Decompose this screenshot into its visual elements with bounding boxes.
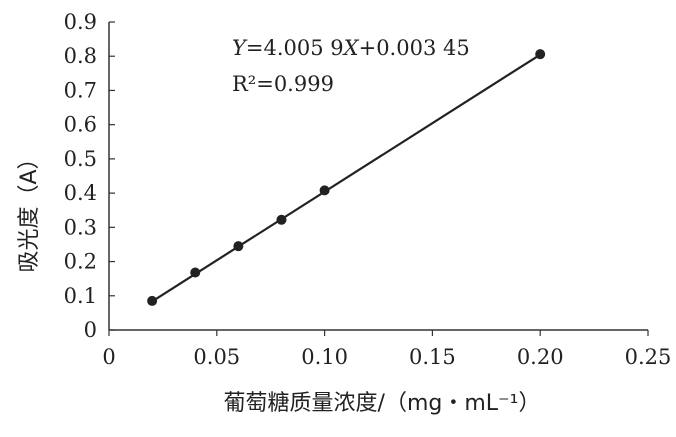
r-squared-label: R²=0.999 xyxy=(232,72,334,96)
x-tick-label: 0 xyxy=(102,345,115,369)
trendline xyxy=(151,53,541,303)
y-tick-label: 0.9 xyxy=(64,10,97,34)
x-tick-label: 0.05 xyxy=(193,345,240,369)
axes xyxy=(108,22,648,331)
data-point xyxy=(535,49,546,60)
y-axis-title: 吸光度（A） xyxy=(17,147,42,272)
x-tick-label: 0.20 xyxy=(517,345,564,369)
y-tick-label: 0.4 xyxy=(64,181,97,205)
x-axis-title: 葡萄糖质量浓度/（mg・mL⁻¹） xyxy=(224,391,541,416)
y-tick-label: 0.6 xyxy=(64,113,97,137)
data-point xyxy=(147,295,158,306)
y-tick-label: 0.8 xyxy=(64,44,97,68)
data-point xyxy=(190,267,201,278)
x-tick-label: 0.25 xyxy=(625,345,672,369)
x-tick-label: 0.15 xyxy=(409,345,456,369)
y-tick-label: 0.2 xyxy=(64,250,97,274)
y-tick-label: 0.1 xyxy=(64,284,97,308)
data-point xyxy=(276,214,287,225)
data-points xyxy=(147,49,546,306)
y-axis-ticks: 0 0.1 0.2 0.3 0.4 0.5 0.6 0.7 0.8 0.9 xyxy=(64,10,115,342)
data-point xyxy=(233,241,244,252)
y-tick-label: 0.5 xyxy=(64,147,97,171)
equation-label: Y=4.005 9X+0.003 45 xyxy=(232,36,470,60)
y-tick-label: 0.3 xyxy=(64,215,97,239)
y-tick-label: 0 xyxy=(84,318,97,342)
x-axis-ticks: 0 0.05 0.10 0.15 0.20 0.25 xyxy=(102,330,671,369)
trendline-layer xyxy=(151,53,541,303)
y-tick-label: 0.7 xyxy=(64,78,97,102)
data-point xyxy=(319,185,330,196)
x-tick-label: 0.10 xyxy=(301,345,348,369)
